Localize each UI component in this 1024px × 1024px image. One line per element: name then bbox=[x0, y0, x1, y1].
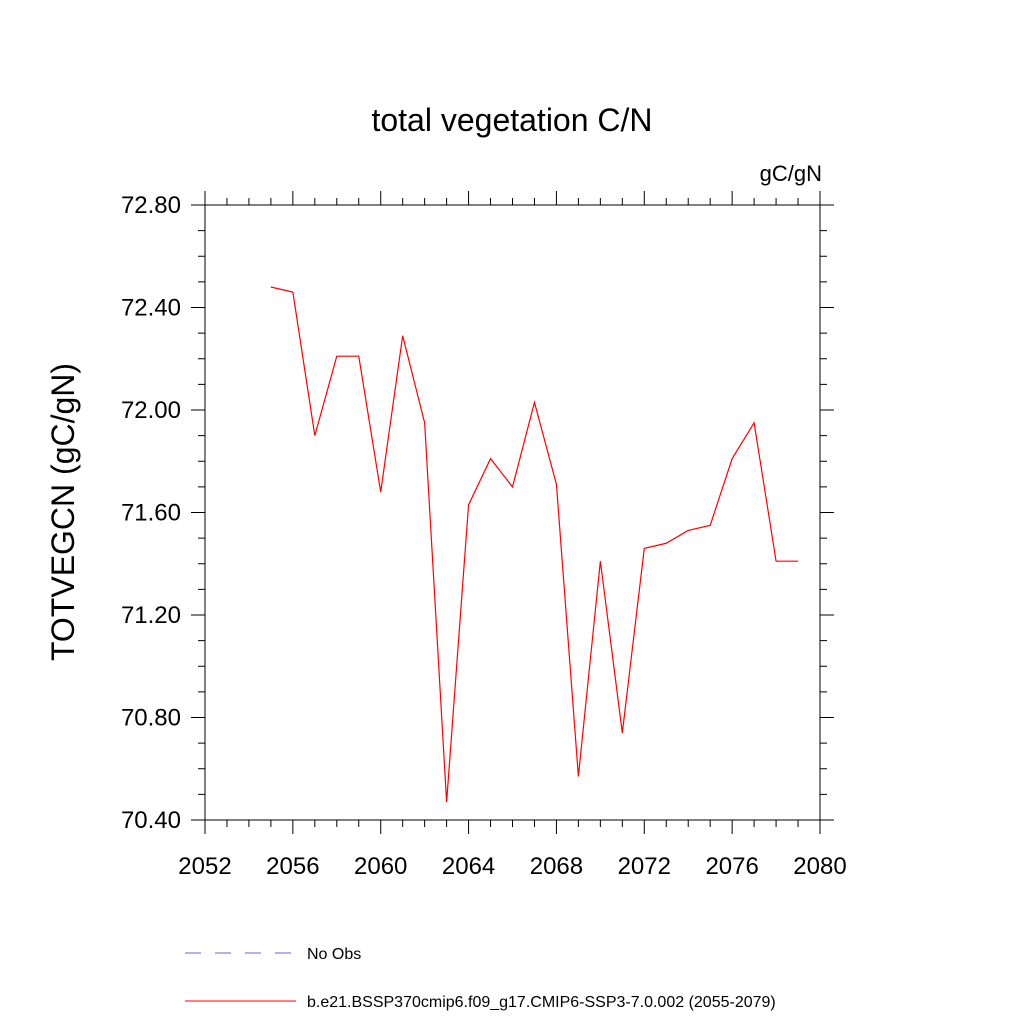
x-tick-label: 2064 bbox=[442, 853, 495, 880]
y-tick-label: 72.00 bbox=[121, 397, 181, 424]
series-layer bbox=[270, 286, 799, 803]
y-tick-label: 71.20 bbox=[121, 602, 181, 629]
x-axis: 2052 2056 2060 2064 2068 2072 2076 2080 bbox=[178, 191, 847, 880]
x-tick-label: 2060 bbox=[354, 853, 407, 880]
plot-border bbox=[204, 204, 821, 821]
legend-label: b.e21.BSSP370cmip6.f09_g17.CMIP6-SSP3-7.… bbox=[307, 994, 776, 1011]
x-tick-label: 2076 bbox=[705, 853, 758, 880]
y-tick-label: 70.80 bbox=[121, 705, 181, 732]
series-line bbox=[270, 286, 799, 803]
x-tick-label: 2068 bbox=[530, 853, 583, 880]
y-axis-label: TOTVEGCN (gC/gN) bbox=[45, 363, 81, 661]
x-tick-label: 2072 bbox=[618, 853, 671, 880]
chart-title: total vegetation C/N bbox=[371, 102, 652, 138]
y-tick-label: 71.60 bbox=[121, 500, 181, 527]
x-tick-label: 2080 bbox=[793, 853, 846, 880]
y-axis: 70.40 70.80 71.20 71.60 72.00 72.40 72.80 bbox=[121, 192, 834, 834]
y-tick-label: 72.40 bbox=[121, 295, 181, 322]
units-label: gC/gN bbox=[760, 161, 822, 186]
legend: No Obs b.e21.BSSP370cmip6.f09_g17.CMIP6-S… bbox=[185, 946, 776, 1011]
y-tick-label: 70.40 bbox=[121, 807, 181, 834]
x-tick-label: 2052 bbox=[178, 853, 231, 880]
legend-label: No Obs bbox=[307, 946, 361, 963]
plot-frame bbox=[204, 204, 821, 821]
y-tick-label: 72.80 bbox=[121, 192, 181, 219]
x-tick-label: 2056 bbox=[266, 853, 319, 880]
